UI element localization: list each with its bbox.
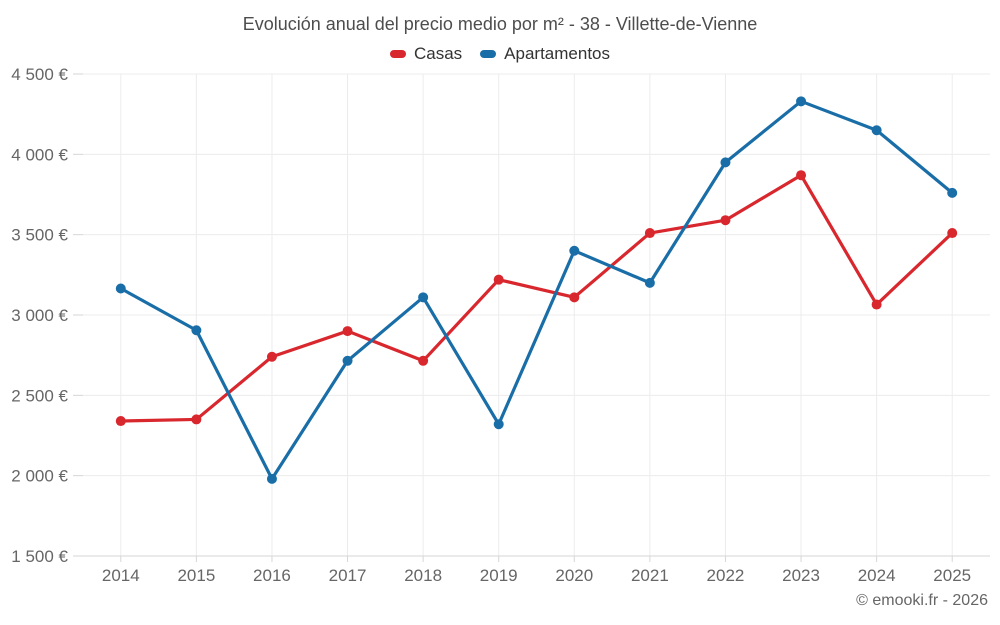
data-point-apartamentos-2016[interactable]: [266, 473, 277, 484]
data-point-apartamentos-2020[interactable]: [569, 245, 580, 256]
data-point-apartamentos-2024[interactable]: [871, 125, 882, 136]
casas-swatch-icon: [389, 50, 406, 58]
x-axis-tick-label: 2022: [707, 566, 745, 585]
x-axis-tick-label: 2015: [177, 566, 215, 585]
legend-label-casas: Casas: [413, 44, 463, 63]
data-point-apartamentos-2015[interactable]: [191, 325, 202, 336]
x-axis-tick-label: 2021: [631, 566, 669, 585]
data-point-casas-2017[interactable]: [342, 326, 353, 337]
x-axis-tick-label: 2024: [858, 566, 896, 585]
data-point-apartamentos-2014[interactable]: [115, 283, 126, 294]
x-axis-tick-label: 2019: [480, 566, 518, 585]
chart-legend: Casas Apartamentos: [0, 44, 1000, 64]
data-point-casas-2022[interactable]: [720, 215, 731, 226]
x-axis-tick-label: 2025: [933, 566, 971, 585]
x-axis-tick-label: 2017: [329, 566, 367, 585]
data-point-apartamentos-2019[interactable]: [493, 419, 504, 430]
y-axis-tick-label: 4 000 €: [11, 145, 68, 164]
legend-label-apartamentos: Apartamentos: [504, 44, 611, 63]
data-point-casas-2025[interactable]: [947, 228, 958, 239]
series-line-casas: [119, 173, 954, 423]
x-axis-tick-label: 2018: [404, 566, 442, 585]
data-point-casas-2014[interactable]: [115, 416, 126, 427]
data-point-casas-2023[interactable]: [796, 170, 807, 181]
y-axis-tick-label: 4 500 €: [11, 65, 68, 84]
data-point-apartamentos-2023[interactable]: [796, 96, 807, 107]
series-line-apartamentos: [119, 99, 954, 481]
data-point-casas-2024[interactable]: [871, 299, 882, 310]
data-point-casas-2016[interactable]: [266, 351, 277, 362]
x-axis-tick-label: 2014: [102, 566, 140, 585]
data-point-apartamentos-2018[interactable]: [418, 292, 429, 303]
chart-title: Evolución anual del precio medio por m² …: [242, 14, 758, 34]
apartamentos-swatch-icon: [480, 50, 497, 58]
y-axis-tick-label: 3 500 €: [11, 226, 68, 245]
data-point-apartamentos-2017[interactable]: [342, 355, 353, 366]
x-axis-tick-label: 2023: [782, 566, 820, 585]
y-axis-tick-label: 2 000 €: [11, 467, 68, 486]
legend-item-casas[interactable]: Casas: [389, 44, 463, 64]
data-point-apartamentos-2021[interactable]: [644, 277, 655, 288]
copyright-watermark: © emooki.fr - 2026: [856, 592, 988, 609]
data-point-casas-2021[interactable]: [644, 228, 655, 239]
data-point-casas-2018[interactable]: [418, 355, 429, 366]
y-axis-tick-label: 2 500 €: [11, 386, 68, 405]
data-point-apartamentos-2025[interactable]: [947, 187, 958, 198]
data-point-casas-2015[interactable]: [191, 414, 202, 425]
data-point-apartamentos-2022[interactable]: [720, 157, 731, 168]
data-point-casas-2019[interactable]: [493, 274, 504, 285]
legend-item-apartamentos[interactable]: Apartamentos: [480, 44, 610, 64]
y-axis-tick-label: 3 000 €: [11, 306, 68, 325]
y-axis-tick-label: 1 500 €: [11, 547, 68, 566]
x-axis-tick-label: 2016: [253, 566, 291, 585]
data-point-casas-2020[interactable]: [569, 292, 580, 303]
x-axis-tick-label: 2020: [555, 566, 593, 585]
